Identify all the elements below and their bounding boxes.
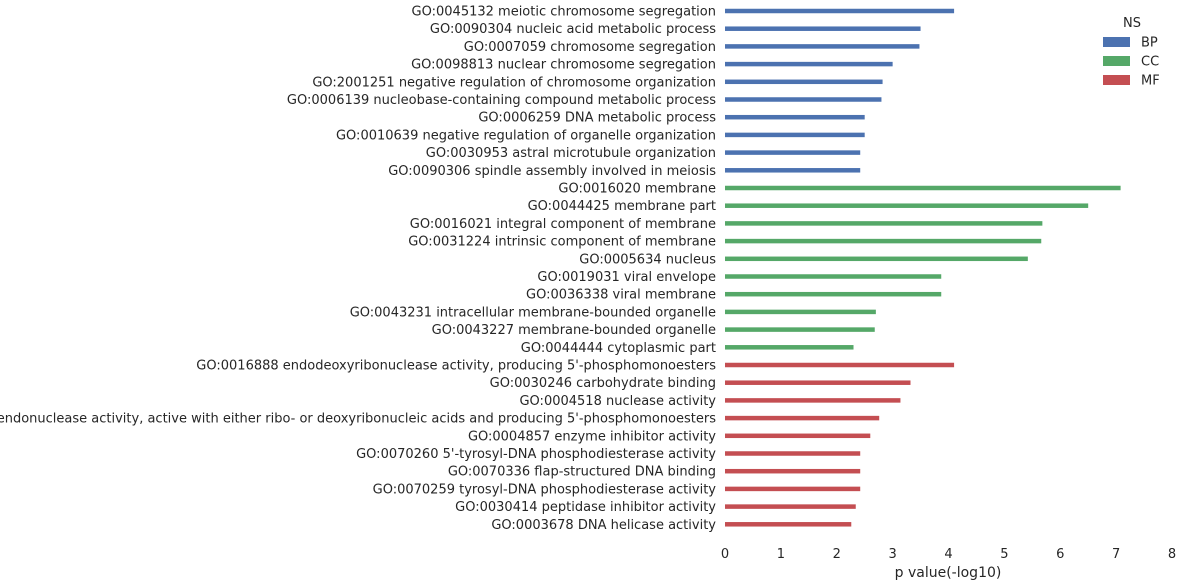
category-label: GO:0070259 tyrosyl-DNA phosphodiesterase… xyxy=(373,482,717,497)
category-label: GO:0044444 cytoplasmic part xyxy=(521,341,716,356)
x-axis-title: p value(-log10) xyxy=(895,565,1002,581)
bar-mf-20 xyxy=(725,362,955,368)
category-label: GO:0019031 viral envelope xyxy=(537,270,716,285)
legend-title: NS xyxy=(1123,16,1141,31)
category-label: GO:0030953 astral microtubule organizati… xyxy=(426,146,716,161)
legend-entries: BP CC MF xyxy=(1103,36,1160,89)
x-tick-label: 8 xyxy=(1168,547,1176,562)
category-label: GO:0016888 endodeoxyribonuclease activit… xyxy=(196,359,716,374)
category-label: GO:0098813 nuclear chromosome segregatio… xyxy=(411,58,716,73)
category-label: GO:0031224 intrinsic component of membra… xyxy=(408,235,716,250)
category-label: GO:0016020 membrane xyxy=(558,182,716,197)
bar-cc-18 xyxy=(725,327,875,332)
bar-cc-10 xyxy=(725,185,1121,191)
category-label: GO:0005634 nucleus xyxy=(579,252,716,267)
category-label: GO:0090306 spindle assembly involved in … xyxy=(388,164,716,179)
legend-swatch-bp xyxy=(1103,37,1130,47)
bar-bp-5 xyxy=(725,97,882,102)
bar-bp-1 xyxy=(725,26,921,31)
category-label: GO:0010639 negative regulation of organe… xyxy=(336,128,716,143)
category-label: GO:0007059 chromosome segregation xyxy=(464,40,716,55)
bar-cc-14 xyxy=(725,256,1028,262)
bar-cc-19 xyxy=(725,345,854,350)
bar-mf-28 xyxy=(725,504,856,509)
category-label: GO:0090304 nucleic acid metabolic proces… xyxy=(430,22,716,37)
legend-swatch-mf xyxy=(1103,75,1130,85)
bar-cc-12 xyxy=(725,221,1043,226)
category-label: GO:0030246 carbohydrate binding xyxy=(490,376,716,391)
bar-bp-3 xyxy=(725,61,893,67)
bar-bp-0 xyxy=(725,8,955,14)
bar-bp-2 xyxy=(725,44,920,49)
category-label: GO:0043231 intracellular membrane-bounde… xyxy=(350,305,716,320)
x-tick-label: 4 xyxy=(944,547,952,562)
bar-bp-7 xyxy=(725,132,865,138)
x-tick-label: 5 xyxy=(1000,547,1008,562)
x-axis-ticks: 0 1 2 3 4 5 6 7 8 xyxy=(721,547,1176,562)
category-label: GO:0004518 nuclease activity xyxy=(519,394,716,409)
bar-mf-23 xyxy=(725,415,880,421)
bar-bp-8 xyxy=(725,150,861,155)
x-tick-label: 6 xyxy=(1056,547,1064,562)
x-tick-label: 1 xyxy=(777,547,785,562)
bar-cc-17 xyxy=(725,309,876,315)
legend: NS BP CC MF xyxy=(1103,16,1160,89)
bar-mf-29 xyxy=(725,522,852,527)
category-label: GO:0070336 flap-structured DNA binding xyxy=(448,465,716,480)
bar-bp-6 xyxy=(725,114,865,120)
bar-cc-13 xyxy=(725,238,1042,244)
category-label: GO:0036338 viral membrane xyxy=(526,288,716,303)
bar-cc-11 xyxy=(725,203,1089,208)
bar-cc-16 xyxy=(725,291,942,297)
category-label: GO:0016893 endonuclease activity, active… xyxy=(0,412,716,427)
category-label: GO:0003678 DNA helicase activity xyxy=(491,518,716,533)
category-label: GO:0006139 nucleobase-containing compoun… xyxy=(287,93,716,108)
category-label: GO:0016021 integral component of membran… xyxy=(410,217,716,232)
category-label: GO:0045132 meiotic chromosome segregatio… xyxy=(412,5,716,20)
category-labels: GO:0045132 meiotic chromosome segregatio… xyxy=(0,5,716,533)
category-label: GO:0006259 DNA metabolic process xyxy=(478,111,716,126)
legend-label-bp: BP xyxy=(1141,36,1158,51)
category-label: GO:0043227 membrane-bounded organelle xyxy=(432,323,716,338)
x-tick-label: 3 xyxy=(888,547,896,562)
category-label: GO:0030414 peptidase inhibitor activity xyxy=(455,500,716,515)
bar-bp-9 xyxy=(725,168,861,173)
category-label: GO:0044425 membrane part xyxy=(528,199,716,214)
category-label: GO:0070260 5'-tyrosyl-DNA phosphodiester… xyxy=(356,447,716,462)
bar-mf-24 xyxy=(725,433,871,439)
x-tick-label: 0 xyxy=(721,547,729,562)
bar-mf-21 xyxy=(725,380,911,385)
bar-mf-27 xyxy=(725,486,861,492)
bars-layer xyxy=(725,8,1121,527)
bar-mf-25 xyxy=(725,451,861,456)
legend-swatch-cc xyxy=(1103,56,1130,66)
bar-mf-22 xyxy=(725,398,901,403)
bar-bp-4 xyxy=(725,79,883,85)
category-label: GO:0004857 enzyme inhibitor activity xyxy=(468,429,716,444)
legend-label-mf: MF xyxy=(1141,74,1160,89)
bar-mf-26 xyxy=(725,468,861,474)
category-label: GO:2001251 negative regulation of chromo… xyxy=(312,75,716,90)
x-tick-label: 2 xyxy=(833,547,841,562)
legend-label-cc: CC xyxy=(1141,55,1159,70)
x-tick-label: 7 xyxy=(1112,547,1120,562)
bar-cc-15 xyxy=(725,274,942,279)
